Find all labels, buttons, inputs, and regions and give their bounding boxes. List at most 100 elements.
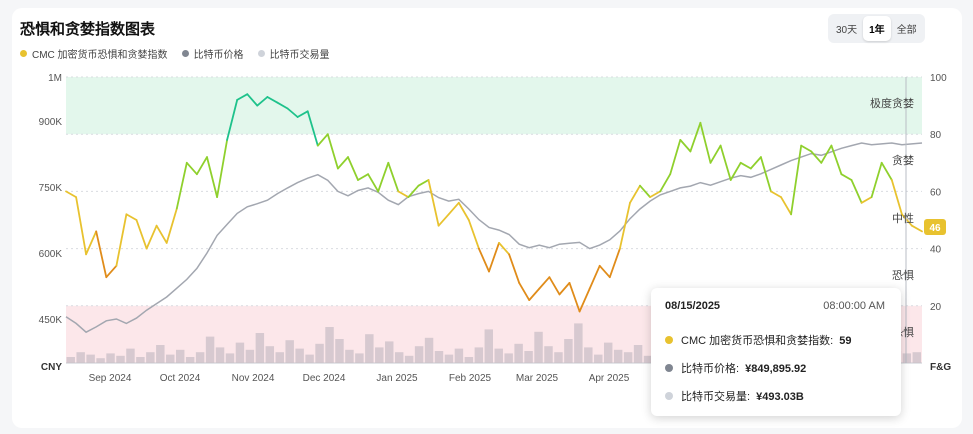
fear-greed-segment <box>820 144 833 164</box>
tooltip-value-btc-volume: ¥493.03B <box>756 391 804 403</box>
fear-greed-segment <box>367 173 380 193</box>
range-1y-button[interactable]: 1年 <box>863 16 891 41</box>
volume-bar <box>414 346 424 363</box>
fear-greed-segment <box>336 156 349 170</box>
volume-bar <box>534 331 543 363</box>
fear-greed-segment <box>729 161 742 181</box>
volume-bar <box>594 354 603 363</box>
volume-bar <box>603 342 613 363</box>
tooltip-row-btc-volume: 比特币交易量: ¥493.03B <box>665 388 804 404</box>
fear-greed-segment <box>296 110 309 118</box>
legend-item-fear-greed[interactable]: CMC 加密货币恐惧和贪婪指数 <box>20 46 168 61</box>
fear-greed-segment <box>488 241 500 273</box>
tooltip-value-btc-price: ¥849,895.92 <box>745 363 807 375</box>
x-tick-label: Apr 2025 <box>589 373 630 384</box>
range-all-button[interactable]: 全部 <box>896 25 917 36</box>
fear-greed-segment <box>709 144 722 164</box>
right-tick-label: 100 <box>930 73 947 84</box>
legend-item-btc-volume[interactable]: 比特币交易量 <box>257 46 330 61</box>
fear-greed-segment <box>407 184 420 199</box>
fear-greed-segment <box>85 230 98 256</box>
volume-bar <box>902 353 912 363</box>
fear-greed-segment <box>588 264 601 290</box>
x-tick-label: Nov 2024 <box>232 373 275 384</box>
fear-greed-segment <box>145 224 158 250</box>
volume-bar <box>355 353 364 363</box>
fear-greed-segment <box>780 196 792 216</box>
fear-greed-segment <box>608 247 621 279</box>
volume-bar <box>375 347 384 363</box>
x-tick-label: Mar 2025 <box>516 373 559 384</box>
time-range-selector: 30天 1年 全部 <box>828 14 925 43</box>
volume-bar <box>215 347 225 363</box>
fear-greed-segment <box>427 179 440 227</box>
legend-label-btc-price: 比特币价格 <box>193 50 244 61</box>
volume-bar <box>205 336 215 363</box>
fear-greed-segment <box>477 247 490 273</box>
volume-bar <box>245 349 255 363</box>
fear-greed-segment <box>679 138 692 153</box>
chart-title: 恐惧和贪婪指数图表 <box>20 21 156 38</box>
range-30d-button[interactable]: 30天 <box>836 25 858 36</box>
fear-greed-segment <box>498 241 511 256</box>
current-value-label: 46 <box>929 223 941 234</box>
tooltip-time: 08:00:00 AM <box>823 300 885 312</box>
fear-greed-segment <box>246 93 259 107</box>
volume-bar <box>275 352 284 363</box>
fear-greed-segment <box>236 93 249 101</box>
right-tick-label: 60 <box>930 187 942 198</box>
fear-greed-segment <box>699 121 712 164</box>
volume-bar <box>494 348 503 363</box>
volume-bar <box>643 355 653 363</box>
volume-bar <box>484 329 493 363</box>
fear-greed-segment <box>206 156 219 199</box>
right-tick-label: 40 <box>930 245 942 256</box>
volume-bar <box>225 353 235 363</box>
fear-greed-segment <box>649 190 662 199</box>
volume-bar <box>136 357 145 363</box>
legend-dot-btc-volume <box>257 50 265 57</box>
volume-bar <box>185 357 195 363</box>
volume-bar <box>76 352 85 363</box>
volume-bar <box>394 352 404 363</box>
right-axis-label: F&G <box>930 362 951 373</box>
fear-greed-segment <box>800 144 813 153</box>
fear-greed-segment <box>377 161 390 193</box>
volume-bar <box>584 347 593 363</box>
x-tick-label: Feb 2025 <box>449 373 492 384</box>
volume-bar <box>146 352 155 363</box>
legend-item-btc-price[interactable]: 比特币价格 <box>181 46 244 61</box>
x-tick-label: Oct 2024 <box>160 373 201 384</box>
zone-label: 中性 <box>892 211 914 225</box>
volume-bar <box>464 357 474 363</box>
zone-band-0 <box>66 77 922 135</box>
volume-bar <box>444 354 454 363</box>
tooltip-row-btc-price: 比特币价格: ¥849,895.92 <box>665 360 806 376</box>
volume-bar <box>175 349 185 363</box>
fear-greed-segment <box>639 184 651 199</box>
fear-greed-segment <box>840 173 853 181</box>
volume-bar <box>116 355 125 363</box>
current-value-badge <box>924 219 946 235</box>
fear-greed-segment <box>256 96 269 107</box>
fear-greed-segment <box>216 138 229 199</box>
fear-greed-segment <box>538 276 551 290</box>
fear-greed-segment <box>689 121 702 153</box>
fear-greed-segment <box>518 281 531 302</box>
fear-greed-segment <box>266 96 279 104</box>
fear-greed-segment <box>760 156 772 193</box>
fear-greed-segment <box>125 213 138 221</box>
fear-greed-segment <box>790 144 803 216</box>
fear-greed-segment <box>135 219 148 250</box>
left-tick-label: 600K <box>39 249 63 260</box>
fear-greed-segment <box>105 264 118 279</box>
fear-greed-segment <box>155 224 168 244</box>
volume-bar <box>623 352 633 363</box>
tooltip-label-btc-volume: 比特币交易量: <box>681 391 754 403</box>
fear-greed-segment <box>860 196 873 204</box>
zone-label: 恐惧 <box>892 268 914 282</box>
fear-greed-segment <box>558 281 571 296</box>
fear-greed-segment <box>437 213 450 227</box>
fear-greed-segment <box>95 230 108 279</box>
